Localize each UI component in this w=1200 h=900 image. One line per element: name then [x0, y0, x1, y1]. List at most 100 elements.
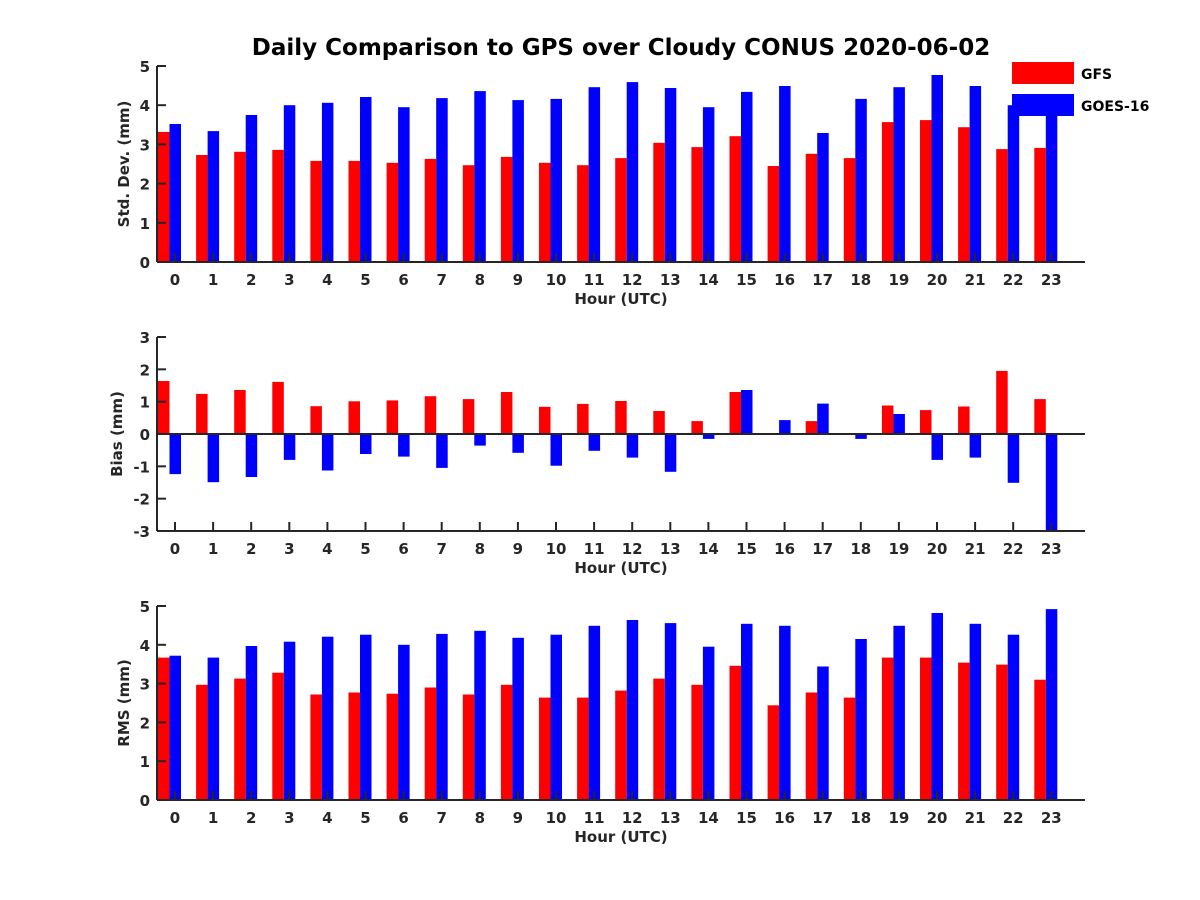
- x-tick-label-bias-16: 16: [774, 540, 795, 558]
- x-tick-label-bias-7: 7: [436, 540, 446, 558]
- y-tick-label-rms-4: 4: [140, 637, 150, 655]
- bar-rms-goes16-hour-8: [474, 630, 486, 800]
- bar-rms-gfs-hour-12: [615, 690, 627, 800]
- bar-bias-goes16-hour-2: [245, 434, 258, 477]
- bar-stddev-goes16-hour-8: [474, 91, 486, 262]
- bar-stddev-gfs-hour-1: [196, 155, 208, 262]
- x-tick-label-bias-14: 14: [698, 540, 719, 558]
- bar-bias-gfs-hour-3: [272, 381, 284, 434]
- bar-stddev-gfs-hour-15: [729, 136, 741, 262]
- y-tick-label-bias-3: 3: [140, 329, 150, 347]
- bar-stddev-goes16-hour-20: [931, 75, 943, 262]
- x-tick-label-stddev-0: 0: [170, 271, 180, 289]
- bar-rms-goes16-hour-23: [1045, 609, 1058, 800]
- bar-stddev-gfs-hour-4: [310, 160, 322, 262]
- x-tick-label-rms-12: 12: [622, 809, 643, 827]
- bar-rms-goes16-hour-3: [283, 641, 296, 800]
- bar-rms-gfs-hour-11: [577, 697, 589, 800]
- bar-bias-goes16-hour-14: [702, 434, 715, 439]
- legend-swatch-goes16: [1012, 94, 1074, 116]
- bar-bias-goes16-hour-0: [169, 434, 181, 475]
- x-tick-label-bias-13: 13: [660, 540, 681, 558]
- bar-rms-goes16-hour-17: [817, 666, 829, 800]
- bar-stddev-goes16-hour-5: [360, 97, 372, 262]
- bar-stddev-goes16-hour-13: [664, 88, 677, 262]
- x-tick-label-bias-12: 12: [622, 540, 643, 558]
- bar-bias-goes16-hour-18: [855, 434, 867, 439]
- legend-label-goes16: GOES-16: [1081, 99, 1149, 115]
- bar-rms-goes16-hour-11: [588, 625, 601, 800]
- x-tick-label-bias-19: 19: [888, 540, 909, 558]
- bar-bias-gfs-hour-20: [920, 410, 932, 434]
- bar-bias-gfs-hour-21: [958, 406, 970, 434]
- bar-bias-goes16-hour-16: [779, 420, 791, 434]
- x-tick-label-rms-14: 14: [698, 809, 719, 827]
- chart-title: Daily Comparison to GPS over Cloudy CONU…: [252, 35, 990, 61]
- x-tick-label-stddev-1: 1: [208, 271, 218, 289]
- bar-bias-gfs-hour-6: [386, 400, 399, 434]
- bar-stddev-gfs-hour-16: [767, 166, 780, 262]
- bar-stddev-goes16-hour-15: [741, 91, 753, 263]
- y-tick-label-bias--3: -3: [133, 523, 150, 541]
- bar-rms-goes16-hour-4: [321, 636, 334, 800]
- ylabel-stddev: Std. Dev. (mm): [115, 101, 133, 228]
- bar-bias-goes16-hour-7: [436, 434, 448, 468]
- bar-stddev-gfs-hour-23: [1034, 147, 1046, 262]
- bar-stddev-gfs-hour-14: [691, 147, 703, 262]
- y-tick-label-stddev-4: 4: [140, 97, 150, 115]
- y-tick-label-stddev-2: 2: [140, 176, 150, 194]
- bar-rms-goes16-hour-20: [931, 613, 943, 800]
- bar-rms-gfs-hour-18: [843, 697, 856, 800]
- bar-bias-gfs-hour-15: [729, 392, 741, 434]
- xlabel-bias: Hour (UTC): [574, 559, 667, 577]
- x-tick-label-rms-7: 7: [436, 809, 446, 827]
- x-tick-label-stddev-16: 16: [774, 271, 795, 289]
- bar-rms-goes16-hour-5: [360, 634, 372, 800]
- x-tick-label-stddev-18: 18: [850, 271, 871, 289]
- bar-bias-goes16-hour-23: [1045, 434, 1058, 530]
- x-tick-label-bias-21: 21: [965, 540, 986, 558]
- y-tick-label-bias--2: -2: [133, 491, 150, 509]
- bar-bias-goes16-hour-22: [1007, 434, 1020, 483]
- x-tick-label-bias-18: 18: [850, 540, 871, 558]
- x-tick-label-stddev-11: 11: [584, 271, 605, 289]
- bar-rms-gfs-hour-21: [958, 662, 970, 800]
- bar-rms-gfs-hour-4: [310, 694, 322, 800]
- bar-bias-gfs-hour-7: [424, 396, 437, 434]
- bar-rms-gfs-hour-1: [196, 684, 208, 800]
- bars-stddev: [158, 75, 1058, 263]
- bar-rms-gfs-hour-7: [424, 687, 437, 800]
- bars-bias: [158, 370, 1058, 530]
- bar-bias-goes16-hour-15: [741, 390, 753, 434]
- bar-stddev-gfs-hour-13: [653, 142, 665, 262]
- x-tick-label-rms-13: 13: [660, 809, 681, 827]
- bar-stddev-goes16-hour-1: [207, 131, 220, 262]
- x-tick-label-rms-21: 21: [965, 809, 986, 827]
- ylabel-rms: RMS (mm): [115, 659, 133, 746]
- x-tick-label-rms-8: 8: [475, 809, 485, 827]
- x-tick-label-rms-20: 20: [927, 809, 948, 827]
- x-tick-label-bias-3: 3: [284, 540, 294, 558]
- y-tick-label-bias--1: -1: [133, 458, 150, 476]
- ylabel-bias: Bias (mm): [108, 391, 126, 477]
- x-tick-label-stddev-5: 5: [360, 271, 370, 289]
- x-tick-label-bias-5: 5: [360, 540, 370, 558]
- legend-swatch-gfs: [1012, 62, 1074, 84]
- y-tick-label-rms-1: 1: [140, 753, 150, 771]
- bar-bias-gfs-hour-0: [158, 381, 170, 434]
- x-tick-label-rms-4: 4: [322, 809, 332, 827]
- bar-stddev-goes16-hour-21: [969, 86, 982, 262]
- bar-stddev-gfs-hour-5: [348, 160, 360, 262]
- x-tick-label-bias-10: 10: [546, 540, 567, 558]
- y-tick-label-stddev-0: 0: [140, 254, 150, 272]
- x-tick-label-bias-4: 4: [322, 540, 332, 558]
- x-tick-label-stddev-21: 21: [965, 271, 986, 289]
- bar-rms-goes16-hour-10: [550, 634, 562, 800]
- x-tick-label-rms-11: 11: [584, 809, 605, 827]
- bar-rms-gfs-hour-10: [539, 697, 551, 800]
- bar-stddev-goes16-hour-9: [512, 100, 524, 262]
- x-tick-label-stddev-20: 20: [927, 271, 948, 289]
